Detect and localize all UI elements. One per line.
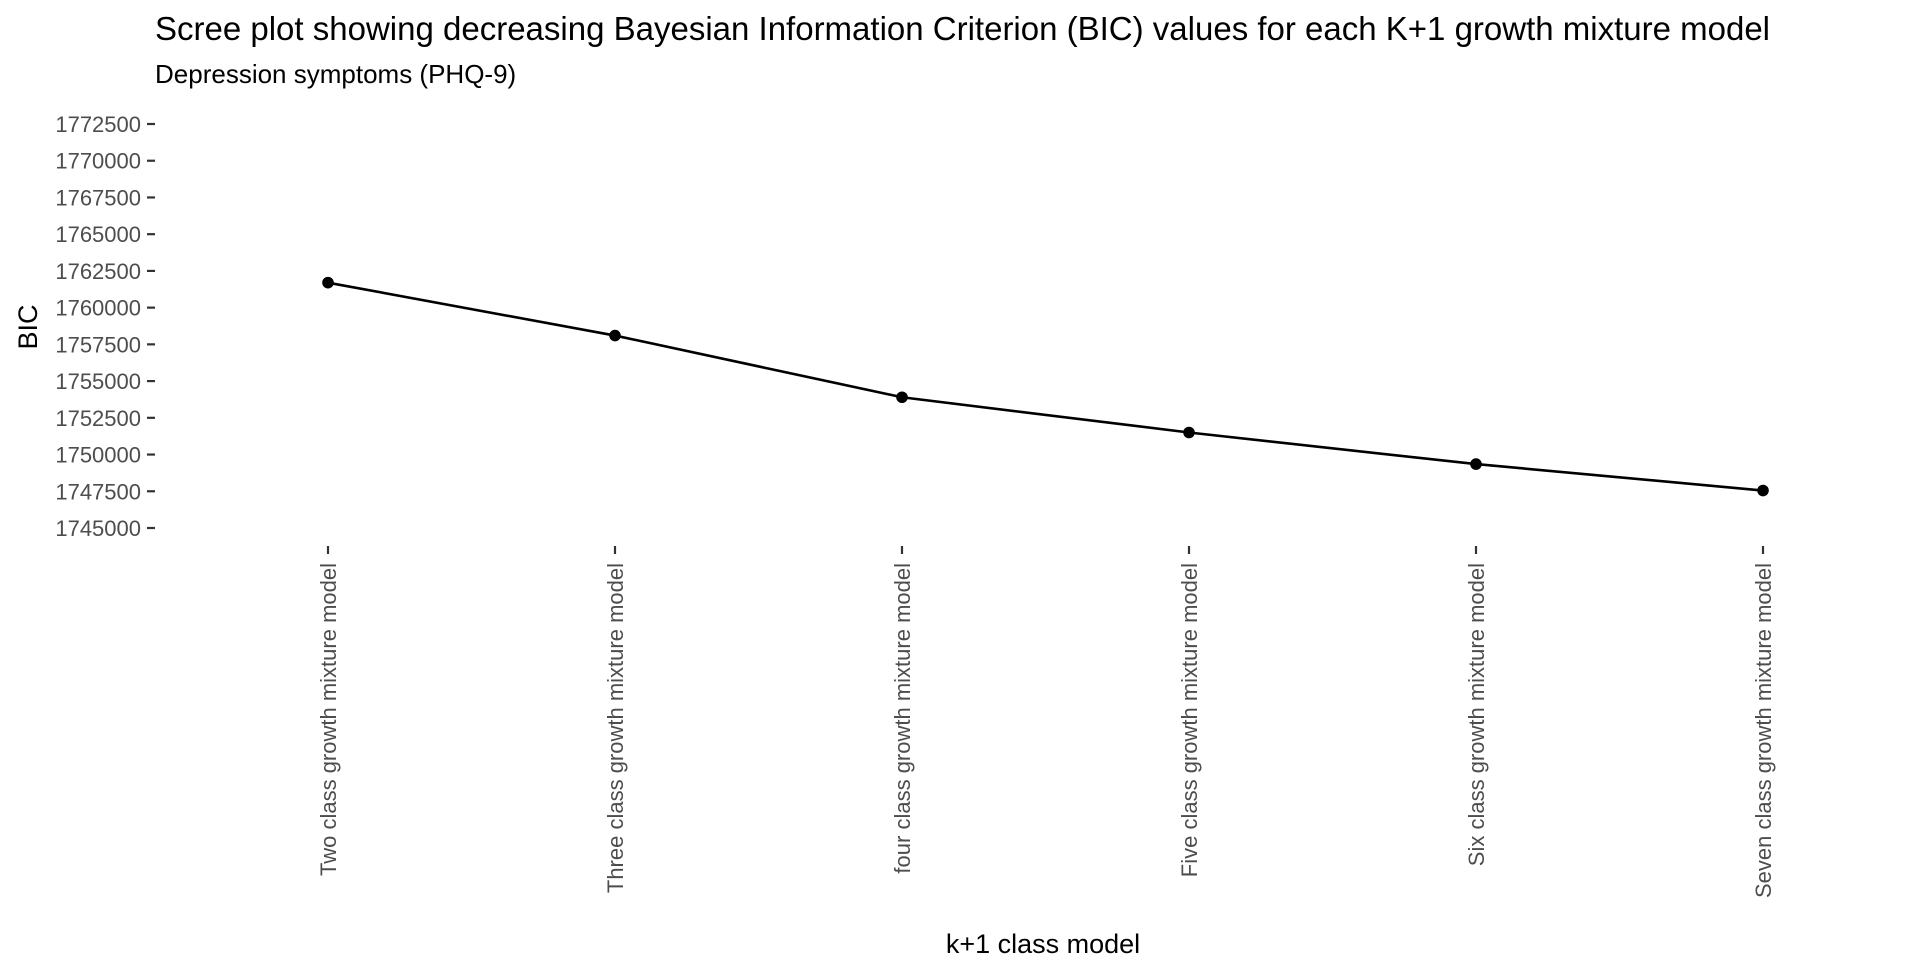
y-tick-label: 1752500	[55, 406, 141, 431]
y-tick-label: 1767500	[55, 185, 141, 210]
x-axis-title: k+1 class model	[946, 929, 1140, 959]
x-tick-label: four class growth mixture model	[890, 563, 915, 874]
x-axis: Two class growth mixture model Three clas…	[316, 546, 1776, 898]
plot-area	[322, 276, 1769, 497]
x-tick-label: Seven class growth mixture model	[1751, 563, 1776, 898]
data-point	[896, 391, 908, 404]
y-axis: 1745000 1747500 1750000 1752500 1755000 17575…	[55, 112, 155, 541]
y-tick-label: 1772500	[55, 112, 141, 137]
chart-title: Scree plot showing decreasing Bayesian I…	[155, 10, 1770, 47]
data-point	[609, 329, 621, 342]
y-tick-label: 1757500	[55, 332, 141, 357]
x-tick-label: Three class growth mixture model	[603, 563, 628, 893]
y-tick-label: 1755000	[55, 369, 141, 394]
x-tick-label: Five class growth mixture model	[1177, 563, 1202, 877]
y-tick-label: 1750000	[55, 443, 141, 468]
data-point	[1470, 458, 1482, 470]
data-point	[322, 276, 334, 289]
x-tick-label: Six class growth mixture model	[1464, 563, 1489, 866]
y-tick-label: 1770000	[55, 149, 141, 174]
y-tick-label: 1745000	[55, 516, 141, 541]
y-tick-label: 1762500	[55, 259, 141, 284]
data-point	[1757, 484, 1769, 497]
chart-subtitle: Depression symptoms (PHQ-9)	[155, 59, 516, 89]
y-tick-label: 1760000	[55, 296, 141, 321]
series-line	[327, 281, 1764, 492]
y-axis-title: BIC	[13, 304, 43, 349]
data-point	[1183, 426, 1195, 439]
x-tick-label: Two class growth mixture model	[316, 563, 341, 876]
y-tick-label: 1765000	[55, 222, 141, 247]
y-tick-label: 1747500	[55, 479, 141, 504]
